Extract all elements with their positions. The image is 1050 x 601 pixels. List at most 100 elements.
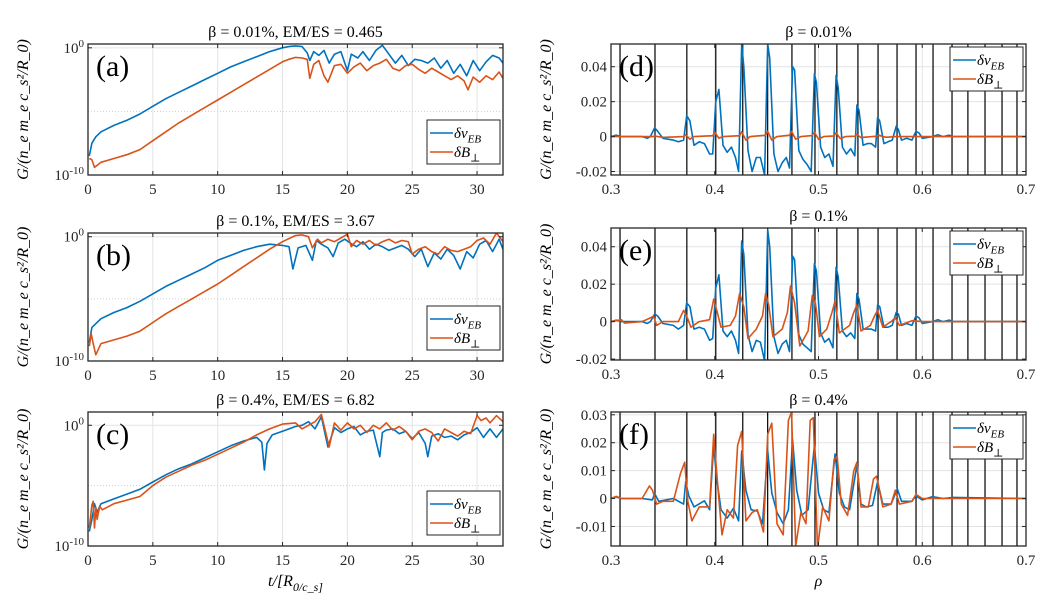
legend-label-dBperp: δB⊥ [454, 331, 481, 351]
y-axis-label: G/(n_e m_e c_s²/R_0) [538, 409, 555, 550]
x-tick-label: 0.4 [705, 367, 724, 383]
y-tick-label: 100 [64, 38, 85, 57]
y-tick-label: 100 [64, 415, 85, 434]
y-axis-label: G/(n_e m_e c_s²/R_0) [15, 39, 32, 180]
legend-label-dvEB: δvEB [454, 312, 481, 332]
y-axis-label: G/(n_e m_e c_s²/R_0) [538, 224, 555, 365]
legend-label-dvEB: δvEB [977, 421, 1004, 441]
x-tick-label: 15 [275, 553, 290, 569]
series-line-dvEB [611, 44, 1026, 175]
panel-e: 0.3 0.4 0.5 0.6 0.7 -0.02 0 0.02 0.04 β = 0.1% (e)… [538, 208, 1036, 383]
y-tick-label: 0 [600, 130, 608, 146]
y-tick-label: 0 [600, 315, 608, 331]
panel-label: (c) [96, 418, 129, 451]
x-tick-label: 15 [275, 182, 290, 198]
x-tick-label: 5 [149, 182, 157, 198]
y-tick-label: 0.03 [581, 408, 607, 424]
y-tick-label: 0.01 [581, 464, 607, 480]
x-tick-label: 0.4 [705, 553, 724, 569]
y-tick-label: 10-10 [54, 351, 84, 370]
panel-title: β = 0.01%, EM/ES = 0.465 [208, 24, 383, 41]
series-group [611, 44, 1026, 175]
x-tick-label: 15 [275, 368, 290, 384]
panel-c: 0 5 10 15 20 25 30 10-10 100 β = 0.4%, EM/ES = 6.… [15, 392, 504, 594]
x-tick-label: 0.7 [1017, 182, 1036, 198]
y-axis-label: G/(n_e m_e c_s²/R_0) [15, 227, 32, 368]
y-axis-label: G/(n_e m_e c_s²/R_0) [15, 409, 32, 550]
x-tick-label: 0.4 [705, 182, 724, 198]
y-tick-label: -0.02 [576, 165, 607, 181]
y-tick-label: 100 [64, 227, 85, 246]
legend-label-dvEB: δvEB [454, 126, 481, 146]
y-tick-label: 0.04 [581, 60, 608, 76]
series-line-dBperp [88, 413, 503, 529]
legend-box [949, 46, 1024, 92]
panel-a: 0 5 10 15 20 25 30 10-10 100 β = 0.01%, EM/ES = 0… [15, 24, 504, 198]
series-line-dvEB [88, 44, 503, 157]
x-tick-label: 0.3 [602, 182, 621, 198]
axes-box [87, 411, 504, 547]
x-tick-label: 0.6 [913, 553, 932, 569]
x-tick-label: 0 [84, 182, 92, 198]
x-tick-label: 0.7 [1017, 367, 1036, 383]
panel-label: (f) [619, 418, 649, 451]
y-tick-label: 0.02 [581, 277, 607, 293]
x-tick-label: 0.5 [809, 182, 828, 198]
x-tick-label: 25 [405, 182, 420, 198]
series-group [611, 412, 1026, 546]
x-tick-label: 20 [340, 182, 355, 198]
x-tick-label: 0.3 [602, 553, 621, 569]
x-tick-label: 30 [470, 182, 485, 198]
x-tick-label: 0.5 [809, 367, 828, 383]
series-line-dBperp [611, 130, 1026, 141]
panel-label: (d) [619, 50, 654, 83]
legend-label-dvEB: δvEB [977, 53, 1004, 73]
x-tick-label: 0 [84, 553, 92, 569]
x-tick-label: 0.6 [913, 367, 932, 383]
x-tick-label: 20 [340, 553, 355, 569]
series-group [88, 233, 503, 356]
panel-label: (a) [96, 50, 129, 83]
panel-b: 0 5 10 15 20 25 30 10-10 100 β = 0.1%, EM/ES = 3.… [15, 213, 504, 384]
y-tick-label: 10-10 [54, 165, 84, 184]
series-line-dBperp [611, 412, 1026, 546]
panel-d: 0.3 0.4 0.5 0.6 0.7 -0.02 0 0.02 0.04 β = 0.01% (d… [538, 24, 1036, 198]
x-tick-label: 0.7 [1017, 553, 1036, 569]
legend-label-dvEB: δvEB [977, 237, 1004, 257]
legend-label-dBperp: δB⊥ [977, 440, 1004, 460]
panel-title: β = 0.1%, EM/ES = 3.67 [216, 213, 375, 230]
y-axis-label: G/(n_e m_e c_s²/R_0) [538, 39, 555, 180]
x-tick-label: 5 [149, 553, 157, 569]
panel-label: (e) [619, 234, 652, 267]
x-tick-label: 0.6 [913, 182, 932, 198]
series-group [611, 229, 1026, 360]
x-tick-label: 0 [84, 368, 92, 384]
axes-box [87, 43, 504, 176]
y-tick-label: 0.04 [581, 240, 608, 256]
y-tick-label: 10-10 [54, 536, 84, 555]
series-line-dvEB [88, 415, 503, 532]
y-tick-label: -0.01 [576, 519, 607, 535]
legend-box [949, 414, 1024, 460]
x-tick-label: 25 [405, 553, 420, 569]
x-axis-label: ρ [814, 573, 823, 590]
x-tick-label: 25 [405, 368, 420, 384]
panel-title: β = 0.1% [789, 208, 848, 225]
legend-box [426, 119, 501, 165]
panel-title: β = 0.4%, EM/ES = 6.82 [216, 392, 375, 409]
legend-box [949, 230, 1024, 276]
y-tick-label: 0 [600, 492, 608, 508]
panel-label: (b) [96, 239, 131, 272]
x-tick-label: 30 [470, 368, 485, 384]
legend-box [426, 305, 501, 351]
x-tick-label: 0.3 [602, 367, 621, 383]
legend-label-dvEB: δvEB [454, 497, 481, 517]
series-group [88, 413, 503, 532]
x-tick-label: 20 [340, 368, 355, 384]
series-group [88, 44, 503, 169]
